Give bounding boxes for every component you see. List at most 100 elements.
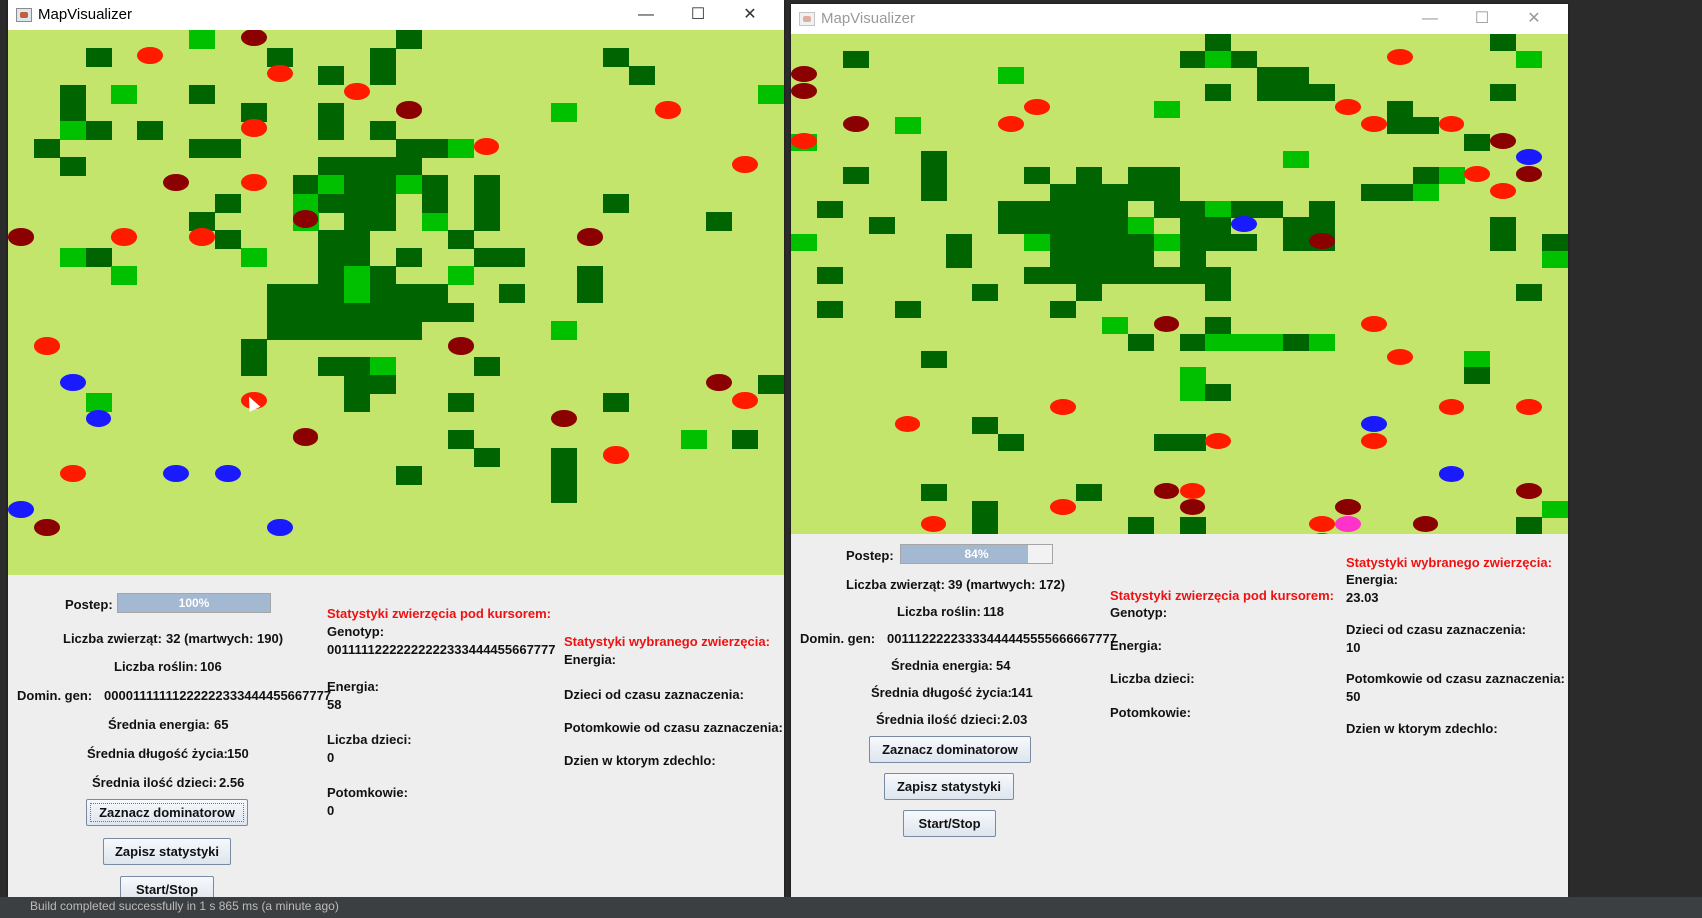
animal-marker[interactable] [654, 101, 681, 119]
plant-tile [344, 302, 371, 322]
animal-marker[interactable] [1386, 349, 1413, 366]
animal-marker[interactable] [163, 464, 190, 482]
animal-marker[interactable] [1490, 182, 1517, 199]
plant-tile [842, 167, 869, 185]
animal-marker[interactable] [1050, 399, 1076, 416]
animal-marker[interactable] [240, 30, 267, 46]
animal-marker[interactable] [1153, 316, 1180, 332]
animal-marker[interactable] [240, 391, 267, 410]
animal-marker[interactable] [59, 373, 86, 392]
animal-marker[interactable] [1438, 116, 1465, 132]
animal-marker[interactable] [1334, 99, 1361, 116]
plant-tile [344, 193, 371, 213]
animal-marker[interactable] [292, 210, 319, 228]
animal-marker[interactable] [8, 500, 34, 519]
start-stop-button[interactable]: Start/Stop [120, 876, 214, 897]
animal-marker[interactable] [1024, 99, 1050, 116]
plant-tile [998, 217, 1025, 235]
plant-tile [1490, 84, 1517, 101]
maximize-button[interactable]: ☐ [1474, 10, 1490, 27]
animal-marker[interactable] [1050, 499, 1076, 516]
animal-marker[interactable] [1231, 216, 1258, 232]
animal-marker[interactable] [1179, 499, 1206, 516]
animal-marker[interactable] [240, 119, 267, 137]
plant-tile [370, 302, 397, 322]
animal-marker[interactable] [1179, 482, 1206, 499]
animal-marker[interactable] [266, 64, 293, 83]
avg-lifespan-label: Średnia długość życia: [87, 746, 228, 761]
plant-tile [1179, 50, 1206, 68]
animal-marker[interactable] [842, 116, 869, 132]
animal-marker[interactable] [396, 101, 422, 119]
animal-marker[interactable] [894, 416, 921, 432]
close-button[interactable]: ✕ [1527, 10, 1541, 27]
minimize-button[interactable]: — [1422, 10, 1438, 27]
plant-tile [1075, 234, 1102, 251]
animal-marker[interactable] [59, 464, 86, 482]
animal-marker[interactable] [473, 137, 500, 155]
animal-marker[interactable] [266, 519, 293, 537]
animal-marker[interactable] [214, 464, 241, 482]
animal-marker[interactable] [706, 373, 733, 392]
selected-descendants-label: Potomkowie od czasu zaznaczenia: [1346, 671, 1565, 686]
animal-marker[interactable] [791, 66, 817, 82]
animal-marker[interactable] [1360, 432, 1387, 449]
animal-marker[interactable] [1360, 416, 1387, 432]
animal-marker[interactable] [1412, 516, 1439, 532]
animal-marker[interactable] [189, 228, 215, 246]
animal-marker[interactable] [551, 410, 578, 428]
animal-marker[interactable] [577, 228, 603, 246]
animal-marker[interactable] [292, 428, 319, 446]
simulation-map[interactable] [8, 30, 784, 575]
maximize-button[interactable]: ☐ [690, 6, 706, 23]
animal-marker[interactable] [1516, 482, 1543, 499]
animal-marker[interactable] [732, 155, 759, 174]
mark-dominators-button[interactable]: Zaznacz dominatorow [869, 736, 1031, 763]
animal-marker[interactable] [33, 337, 60, 355]
title-bar[interactable]: MapVisualizer — ☐ ✕ [8, 0, 784, 30]
plant-tile [972, 284, 999, 301]
animal-marker[interactable] [85, 410, 112, 428]
animal-marker[interactable] [33, 519, 60, 537]
animal-marker[interactable] [1153, 482, 1180, 499]
animal-marker[interactable] [344, 83, 371, 101]
close-button[interactable]: ✕ [743, 6, 757, 23]
save-stats-button[interactable]: Zapisz statystyki [884, 773, 1014, 800]
minimize-button[interactable]: — [638, 6, 654, 23]
animal-marker[interactable] [240, 173, 267, 192]
mark-dominators-button[interactable]: Zaznacz dominatorow [86, 799, 248, 826]
animal-marker[interactable] [1205, 432, 1232, 449]
animal-marker[interactable] [1438, 399, 1465, 416]
animal-marker[interactable] [920, 516, 947, 532]
animal-marker[interactable] [1490, 132, 1517, 149]
plant-tile [1205, 284, 1232, 301]
animal-marker[interactable] [1386, 49, 1413, 66]
animal-marker[interactable] [163, 173, 190, 192]
animal-marker[interactable] [1334, 499, 1361, 516]
animal-marker[interactable] [1309, 532, 1335, 534]
animal-marker[interactable] [732, 391, 759, 410]
plants-count-value: 118 [983, 604, 1004, 619]
animal-marker[interactable] [1309, 232, 1335, 249]
start-stop-button[interactable]: Start/Stop [903, 810, 996, 837]
animal-marker[interactable] [447, 337, 474, 355]
save-stats-button[interactable]: Zapisz statystyki [103, 838, 231, 865]
animal-marker[interactable] [602, 446, 629, 464]
animal-marker[interactable] [1516, 166, 1543, 182]
animal-marker[interactable] [137, 46, 164, 65]
animal-marker[interactable] [8, 228, 34, 246]
animal-marker[interactable] [1360, 116, 1387, 132]
animal-marker[interactable] [1464, 166, 1491, 182]
animal-marker[interactable] [791, 82, 817, 99]
simulation-map[interactable] [791, 34, 1568, 534]
animal-marker[interactable] [1360, 316, 1387, 332]
title-bar[interactable]: MapVisualizer — ☐ ✕ [791, 4, 1568, 34]
animal-marker[interactable] [998, 116, 1025, 132]
animal-marker[interactable] [1309, 516, 1335, 532]
animal-marker[interactable] [1516, 149, 1543, 166]
animal-marker[interactable] [791, 132, 817, 149]
animal-marker[interactable] [1438, 466, 1465, 482]
animal-marker[interactable] [111, 228, 138, 246]
animal-marker[interactable] [1516, 399, 1543, 416]
animal-marker[interactable] [1334, 516, 1361, 532]
